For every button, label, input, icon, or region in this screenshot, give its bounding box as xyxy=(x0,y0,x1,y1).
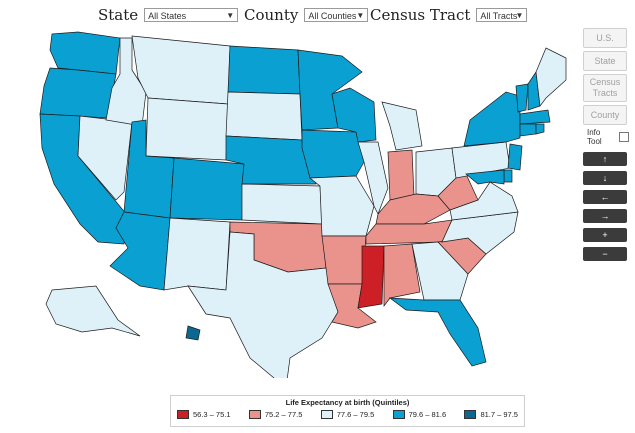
tract-filter-label: Census Tract xyxy=(370,6,471,24)
state-ks[interactable] xyxy=(241,183,323,225)
pan-right-button[interactable]: → xyxy=(583,209,627,223)
state-wi[interactable] xyxy=(331,87,377,143)
state-nj[interactable] xyxy=(507,143,523,171)
legend-item: 79.6 – 81.6 xyxy=(392,410,447,419)
state-button-label: State xyxy=(594,55,616,66)
state-ny[interactable] xyxy=(463,91,521,147)
legend-item: 81.7 – 97.5 xyxy=(464,410,518,419)
legend-swatch xyxy=(320,410,333,419)
chevron-down-icon: ▼ xyxy=(356,11,365,20)
census-tracts-button-label: Census Tracts xyxy=(589,77,621,98)
state-co[interactable] xyxy=(169,157,245,221)
county-select-value: All Counties xyxy=(308,11,357,21)
state-ky[interactable] xyxy=(375,193,451,225)
legend-label: 81.7 – 97.5 xyxy=(480,410,518,419)
zoom-in-button[interactable]: + xyxy=(583,228,627,242)
us-button-label: U.S. xyxy=(596,32,614,43)
legend-item: 77.6 – 79.5 xyxy=(320,410,375,419)
state-sd[interactable] xyxy=(225,91,303,141)
side-panel: U.S. State Census Tracts County Info Too… xyxy=(583,28,629,266)
county-filter: County All Counties ▼ xyxy=(244,6,369,24)
state-wv[interactable] xyxy=(437,173,479,211)
pan-up-button[interactable]: ↑ xyxy=(583,152,627,166)
state-ia[interactable] xyxy=(301,129,365,179)
tract-select-value: All Tracts xyxy=(480,11,518,21)
legend-swatch xyxy=(248,410,261,419)
state-ga[interactable] xyxy=(411,241,469,301)
legend-label: 75.2 – 77.5 xyxy=(264,410,303,419)
info-tool-label: Info Tool xyxy=(587,128,602,146)
legend-item: 56.3 – 75.1 xyxy=(177,410,231,419)
state-me[interactable] xyxy=(535,47,567,107)
state-al[interactable] xyxy=(383,243,421,308)
county-button[interactable]: County xyxy=(583,105,627,125)
info-tool-checkbox[interactable] xyxy=(619,132,629,142)
state-az[interactable] xyxy=(109,211,171,291)
legend-label: 56.3 – 75.1 xyxy=(193,410,231,419)
state-ri[interactable] xyxy=(535,123,545,135)
nav-controls: ↑ ↓ ← → + − xyxy=(583,152,629,261)
county-filter-label: County xyxy=(244,6,299,24)
zoom-out-button[interactable]: − xyxy=(583,247,627,261)
state-ma[interactable] xyxy=(519,109,551,125)
state-fl[interactable] xyxy=(388,297,487,367)
tract-select[interactable]: All Tracts ▼ xyxy=(476,8,528,22)
state-ms[interactable] xyxy=(357,245,385,309)
pan-down-button[interactable]: ↓ xyxy=(583,171,627,185)
state-mi[interactable] xyxy=(381,101,423,151)
state-hi[interactable] xyxy=(185,325,201,341)
state-ct[interactable] xyxy=(519,123,537,137)
us-map-svg xyxy=(39,31,567,389)
legend-label: 77.6 – 79.5 xyxy=(336,410,375,419)
state-wy[interactable] xyxy=(145,97,229,161)
legend-label: 79.6 – 81.6 xyxy=(408,410,447,419)
us-map[interactable] xyxy=(20,28,580,389)
state-filter: State All States ▼ xyxy=(98,6,239,24)
state-button[interactable]: State xyxy=(583,51,627,71)
legend-item: 75.2 – 77.5 xyxy=(248,410,303,419)
state-md[interactable] xyxy=(465,169,505,185)
pan-left-button[interactable]: ← xyxy=(583,190,627,204)
legend-swatch xyxy=(392,410,405,419)
state-select-value: All States xyxy=(148,11,187,21)
state-vt[interactable] xyxy=(515,83,529,113)
tract-filter: Census Tract All Tracts ▼ xyxy=(370,6,528,24)
state-ak[interactable] xyxy=(45,285,141,337)
filter-bar: State All States ▼ County All Counties ▼… xyxy=(0,0,560,30)
info-tool: Info Tool xyxy=(587,128,629,146)
legend-items: 56.3 – 75.1 75.2 – 77.5 77.6 – 79.5 79.6 – … xyxy=(171,407,524,419)
county-select[interactable]: All Counties ▼ xyxy=(304,8,369,22)
legend: Life Expectancy at birth (Quintiles) 56.… xyxy=(170,395,525,427)
census-tracts-button[interactable]: Census Tracts xyxy=(583,74,627,102)
state-wa[interactable] xyxy=(49,31,121,75)
state-nd[interactable] xyxy=(227,45,301,95)
us-button[interactable]: U.S. xyxy=(583,28,627,48)
legend-swatch xyxy=(464,410,477,419)
legend-swatch xyxy=(177,410,189,419)
county-button-label: County xyxy=(590,109,620,120)
state-or[interactable] xyxy=(39,67,117,119)
state-in[interactable] xyxy=(387,149,415,201)
legend-title: Life Expectancy at birth (Quintiles) xyxy=(285,398,410,407)
state-filter-label: State xyxy=(98,6,139,24)
state-de[interactable] xyxy=(503,169,513,183)
chevron-down-icon: ▼ xyxy=(226,11,235,20)
state-nm[interactable] xyxy=(163,217,231,291)
chevron-down-icon: ▼ xyxy=(515,11,524,20)
state-select[interactable]: All States ▼ xyxy=(144,8,239,22)
state-mt[interactable] xyxy=(131,35,231,105)
state-ar[interactable] xyxy=(321,235,367,285)
